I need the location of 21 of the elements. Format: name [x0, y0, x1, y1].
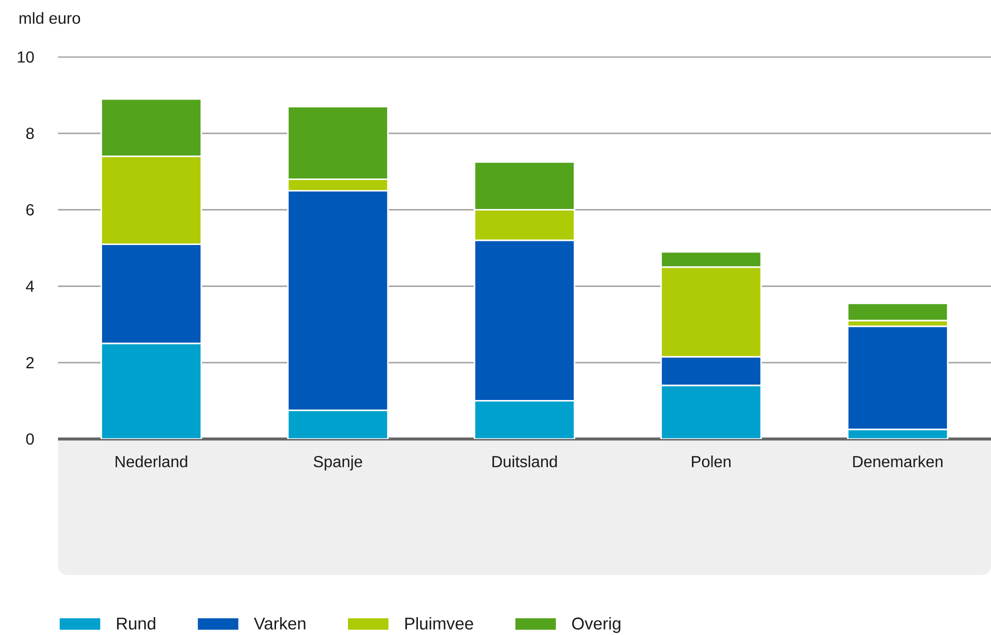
- x-tick-label: Denemarken: [853, 456, 942, 468]
- y-tick-label: 0: [26, 433, 34, 445]
- bar: [474, 400, 576, 440]
- bar: [100, 342, 202, 440]
- bar: [287, 410, 389, 440]
- y-axis-title: mld euro: [20, 12, 80, 24]
- x-tick-label: Spanje: [314, 456, 362, 470]
- y-tick-label: 10: [18, 51, 34, 63]
- x-tick-label: Polen: [692, 456, 731, 468]
- y-tick-label: 4: [26, 280, 34, 292]
- x-tick-label: Nederland: [116, 456, 188, 468]
- y-tick-label: 8: [26, 128, 34, 140]
- legend-label: Pluimvee: [405, 617, 474, 630]
- y-tick-label: 6: [26, 204, 34, 216]
- legend-label: Rund: [117, 617, 156, 630]
- bar: [846, 302, 948, 322]
- y-tick-label: 2: [26, 357, 34, 368]
- bar: [660, 384, 762, 440]
- legend-label: Overig: [572, 617, 620, 633]
- x-tick-label: Duitsland: [492, 456, 557, 468]
- legend-label: Varken: [254, 617, 306, 630]
